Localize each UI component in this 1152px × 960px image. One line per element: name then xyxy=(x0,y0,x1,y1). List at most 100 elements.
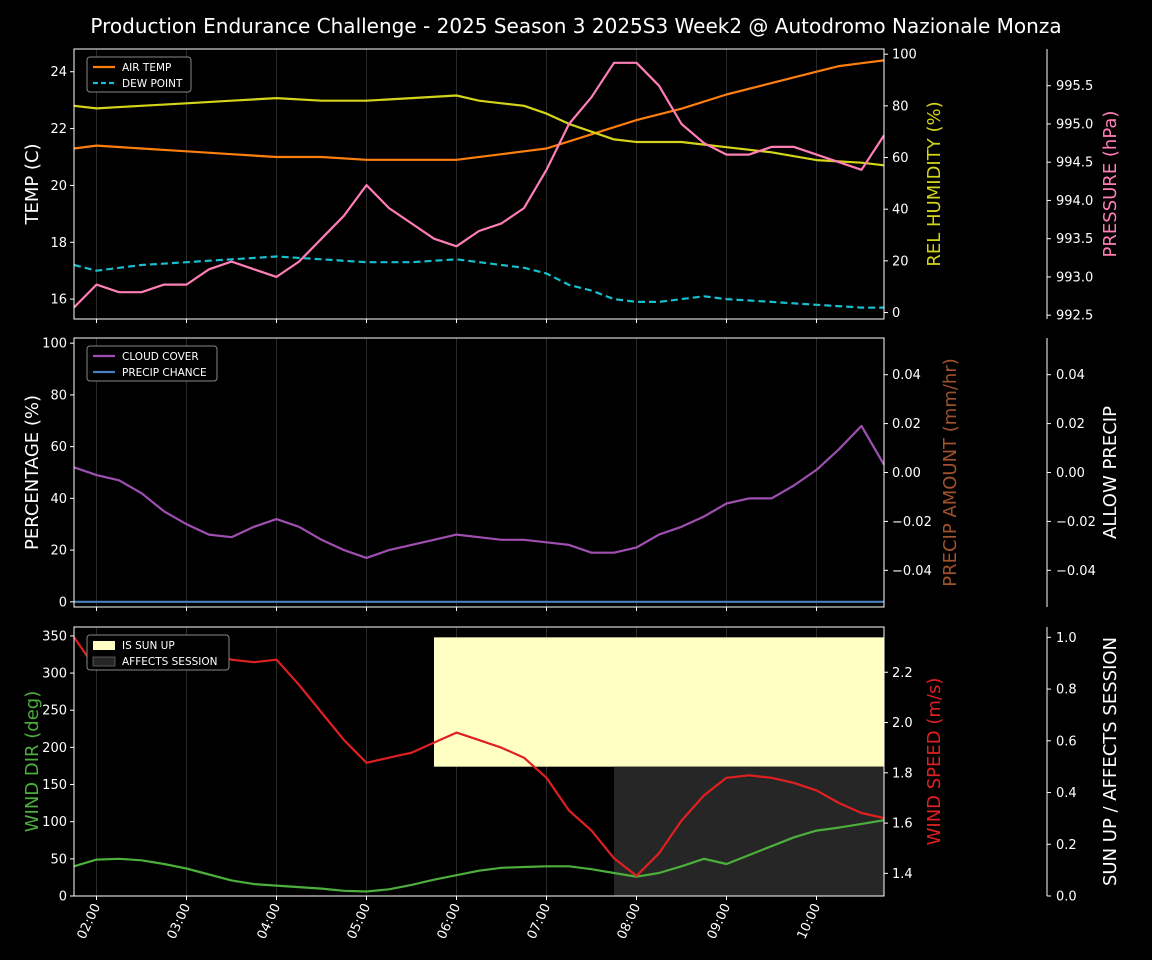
series-line-air-temp xyxy=(73,59,885,161)
y-tick-label: 350 xyxy=(42,629,67,644)
y-right-tick-label: 1.6 xyxy=(892,817,913,832)
y-right2-tick-label: −0.04 xyxy=(1056,564,1096,579)
legend-swatch xyxy=(92,656,116,667)
y-right2-tick-label: 995.5 xyxy=(1056,79,1093,94)
y-tick-label: 200 xyxy=(42,741,67,756)
y-axis-label-left: TEMP (C) xyxy=(22,143,43,225)
y-right2-tick-label: 0.6 xyxy=(1056,734,1077,749)
series-line-cloud-cover xyxy=(73,424,885,560)
plot-frame xyxy=(73,48,885,320)
y-tick-label: 0 xyxy=(59,890,67,905)
affects-session-region xyxy=(614,766,884,896)
x-tick-label: 03:00 xyxy=(165,901,194,941)
y-right-tick-label: 2.2 xyxy=(892,666,913,681)
y-right-tick-label: 1.8 xyxy=(892,766,913,781)
y-right2-tick-label: 993.5 xyxy=(1056,232,1093,247)
y-right2-tick-label: 993.0 xyxy=(1056,270,1093,285)
y-tick-label: 100 xyxy=(42,337,67,352)
series-line-rel-humidity xyxy=(73,94,885,167)
y-right-tick-label: −0.04 xyxy=(892,564,932,579)
y-axis-label-right: REL HUMIDITY (%) xyxy=(924,101,945,266)
x-tick-label: 07:00 xyxy=(525,901,554,941)
y-right-tick-label: 2.0 xyxy=(892,716,913,731)
panel-2: 0 20 40 60 80 100 −0.04 −0.02 0.00 0.02 0.04 −0.04 −… xyxy=(22,337,1121,611)
y-right2-tick-label: 994.5 xyxy=(1056,156,1093,171)
y-right2-tick-label: 0.8 xyxy=(1056,683,1077,698)
y-right-tick-label: 0.02 xyxy=(892,417,921,432)
x-tick-label: 06:00 xyxy=(435,901,464,941)
y-tick-label: 16 xyxy=(50,293,67,308)
legend: IS SUN UP AFFECTS SESSION xyxy=(86,634,230,671)
y-tick-label: 250 xyxy=(42,704,67,719)
plot-frame xyxy=(73,626,885,897)
series-line-wind-dir xyxy=(73,819,885,893)
panel-1: 16 18 20 22 24 0 20 40 60 80 100 992.5 993.0 993.5 994… xyxy=(22,48,1121,324)
x-tick-label: 09:00 xyxy=(705,901,734,941)
y-right-tick-label: 40 xyxy=(892,203,909,218)
sun-up-region xyxy=(434,637,884,767)
y-tick-label: 22 xyxy=(50,122,67,137)
y-tick-label: 18 xyxy=(50,236,67,251)
y-tick-label: 20 xyxy=(50,179,67,194)
y-axis-label-right: PRECIP AMOUNT (mm/hr) xyxy=(940,358,961,587)
y-right-tick-label: 100 xyxy=(892,48,917,63)
x-tick-label: 05:00 xyxy=(345,901,374,941)
legend-label: CLOUD COVER xyxy=(122,351,199,363)
chart-title: Production Endurance Challenge - 2025 Se… xyxy=(90,14,1062,38)
y-tick-label: 150 xyxy=(42,778,67,793)
y-right-tick-label: 0.04 xyxy=(892,368,921,383)
y-tick-label: 100 xyxy=(42,815,67,830)
y-axis-label-right2: PRESSURE (hPa) xyxy=(1100,111,1121,258)
y-axis-label-right: WIND SPEED (m/s) xyxy=(924,678,945,846)
y-tick-label: 80 xyxy=(50,388,67,403)
y-right2-tick-label: −0.02 xyxy=(1056,515,1096,530)
y-axis-label-left: WIND DIR (deg) xyxy=(22,691,43,833)
panel-3: 0 50 100 150 200 250 300 350 1.4 1.6 1.8 2.0 2.2 0.0 0… xyxy=(22,626,1121,942)
x-tick-label: 02:00 xyxy=(75,901,104,941)
y-tick-label: 300 xyxy=(42,667,67,682)
x-tick-label: 04:00 xyxy=(255,901,284,941)
legend: CLOUD COVER PRECIP CHANCE xyxy=(86,345,218,382)
y-axis-label-right2: SUN UP / AFFECTS SESSION xyxy=(1100,637,1121,886)
y-right2-tick-label: 0.4 xyxy=(1056,786,1077,801)
y-tick-label: 24 xyxy=(50,65,67,80)
y-right2-tick-label: 0.2 xyxy=(1056,838,1077,853)
y-right-tick-label: 80 xyxy=(892,99,909,114)
y-right2-tick-label: 995.0 xyxy=(1056,117,1093,132)
legend-label: IS SUN UP xyxy=(122,640,175,652)
legend-label: PRECIP CHANCE xyxy=(122,367,207,379)
y-axis-label-left: PERCENTAGE (%) xyxy=(22,395,43,550)
legend-swatch xyxy=(93,641,115,650)
y-right2-tick-label: 992.5 xyxy=(1056,309,1093,324)
legend-label: AFFECTS SESSION xyxy=(122,656,218,668)
y-tick-label: 50 xyxy=(50,852,67,867)
y-right-tick-label: 1.4 xyxy=(892,867,913,882)
legend-box xyxy=(86,634,230,671)
series-line-dew-point xyxy=(73,255,884,309)
y-right2-tick-label: 994.0 xyxy=(1056,194,1093,209)
legend: AIR TEMP DEW POINT xyxy=(86,56,192,93)
y-tick-label: 60 xyxy=(50,440,67,455)
y-axis-label-right2: ALLOW PRECIP xyxy=(1100,406,1121,539)
x-tick-label: 08:00 xyxy=(615,901,644,941)
legend-label: DEW POINT xyxy=(122,78,183,90)
y-right2-tick-label: 1.0 xyxy=(1056,631,1077,646)
y-right2-tick-label: 0.00 xyxy=(1056,466,1085,481)
y-right2-tick-label: 0.02 xyxy=(1056,417,1085,432)
series-line-pressure xyxy=(73,61,885,309)
y-right-tick-label: −0.02 xyxy=(892,515,932,530)
legend-box xyxy=(86,345,218,382)
y-tick-label: 40 xyxy=(50,492,67,507)
legend-label: AIR TEMP xyxy=(122,62,171,74)
y-right-tick-label: 0.00 xyxy=(892,466,921,481)
y-right-tick-label: 20 xyxy=(892,254,909,269)
y-tick-label: 0 xyxy=(59,595,67,610)
y-right2-tick-label: 0.0 xyxy=(1056,890,1077,905)
y-right-tick-label: 60 xyxy=(892,151,909,166)
y-right2-tick-label: 0.04 xyxy=(1056,368,1085,383)
y-right-tick-label: 0 xyxy=(892,306,900,321)
y-tick-label: 20 xyxy=(50,544,67,559)
x-tick-label: 10:00 xyxy=(795,901,824,941)
